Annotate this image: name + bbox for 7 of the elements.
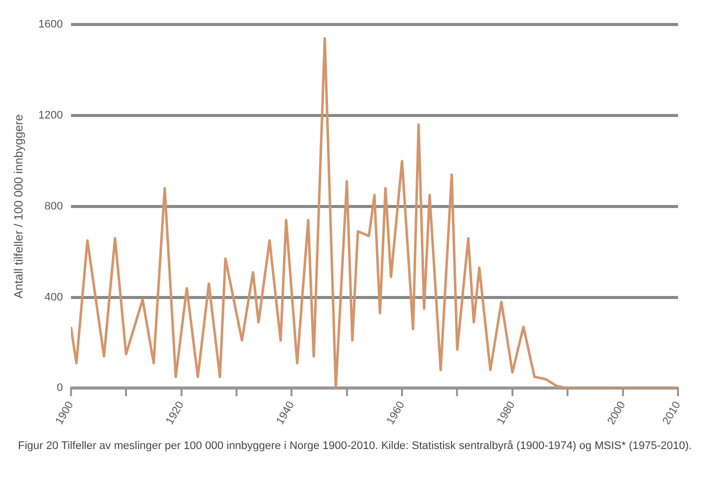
y-tick-label: 400 [44, 291, 63, 304]
y-tick-label: 0 [56, 382, 63, 394]
y-tick-label: 1200 [38, 110, 63, 122]
text: Figur 20 Tilfeller av meslinger per 100 000 innbyggere i Norge 1900-2010. Kilde: Statistisk sentralbyrå (1900-1974) og MSIS* (1975-2010). [18, 439, 693, 454]
y-tick-label: 800 [44, 200, 63, 212]
y-tick-label: 1600 [38, 18, 63, 31]
y-axis-title: Antall tilfeller / 100 000 innbyggere [12, 114, 26, 298]
